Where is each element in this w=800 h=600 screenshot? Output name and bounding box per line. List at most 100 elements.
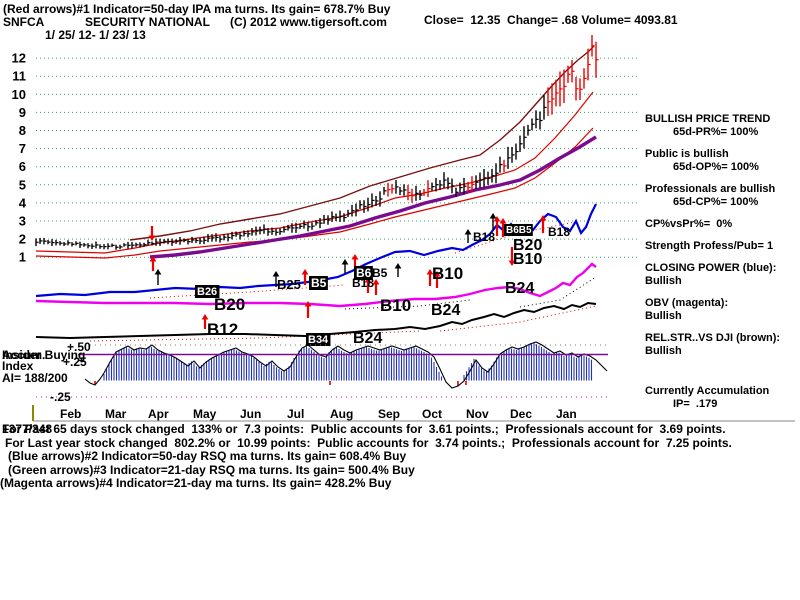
month-label: Mar [105, 407, 127, 421]
price-tick-label: 11 [12, 69, 26, 84]
red-up-arrow-head [539, 215, 547, 221]
analysis-line: CP%vsPr%= 0% [645, 218, 733, 230]
month-label: Feb [60, 407, 81, 421]
red-up-arrow-head [426, 269, 434, 275]
analysis-line: Currently Accumulation [645, 385, 770, 397]
month-label: Sep [378, 407, 400, 421]
month-label: Apr [148, 407, 169, 421]
price-tick-label: 5 [19, 177, 26, 192]
analysis-section: Public is bullish 65d-OP%= 100% [645, 148, 799, 174]
black-up-arrow-head [154, 269, 162, 275]
red-up-arrow-head [201, 314, 209, 320]
analysis-line: 65d-CP%= 100% [673, 196, 759, 208]
magenta-arrows-indicator-line: (Magenta arrows)#4 Indicator=21-day ma t… [0, 476, 392, 491]
month-label: Jan [556, 407, 577, 421]
red-up-arrow-head [301, 269, 309, 275]
analysis-line: 65d-PR%= 100% [673, 126, 759, 138]
buy-label: B10 [513, 251, 542, 268]
analysis-section: Strength Profess/Pub= 1 [645, 240, 799, 253]
month-label: Aug [330, 407, 353, 421]
red-up-arrow-head [351, 254, 359, 260]
summary-line-year: For Last year stock changed 802.2% or 10… [5, 435, 732, 450]
buy-label-inverse-box [195, 285, 220, 298]
copyright: (C) 2012 www.tigersoft.com [230, 15, 387, 29]
buy-label-inverse-box [306, 333, 331, 346]
analysis-line: Bullish [645, 275, 682, 287]
analysis-section: CLOSING POWER (blue): Bullish [645, 262, 799, 288]
buy-label: B6B5 [506, 225, 532, 236]
buy-label: B12 [207, 320, 238, 339]
month-label: May [193, 407, 217, 421]
overlapped-value: 1377/348 [2, 422, 53, 436]
analysis-line: Strength Profess/Pub= 1 [645, 240, 774, 252]
accum-scale-plus25: +.25 [63, 355, 87, 369]
analysis-line: 65d-OP%= 100% [673, 161, 759, 173]
buy-label: B18 [473, 230, 495, 244]
red-up-arrow-head [433, 271, 441, 277]
analysis-line: CLOSING POWER (blue): [645, 262, 777, 274]
buy-label: B34 [308, 334, 329, 346]
buy-label: B18 [548, 225, 570, 239]
ai-value: AI= 188/200 [2, 371, 68, 385]
analysis-section: Professionals are bullish 65d-CP%= 100% [645, 183, 799, 209]
relative-strength-line [35, 301, 597, 340]
company-name: SECURITY NATIONAL [85, 15, 210, 29]
buy-label: B26 [197, 286, 217, 298]
relstr-dotted-trendline [89, 330, 421, 342]
price-tick-label: 12 [12, 51, 26, 66]
buy-label: B24 [431, 302, 460, 319]
month-label: Nov [466, 407, 489, 421]
price-tick-label: 10 [12, 87, 26, 102]
analysis-line: OBV (magenta): [645, 297, 729, 309]
red-up-arrow-head [499, 218, 507, 224]
red-down-arrow-head [508, 260, 516, 266]
price-tick-label: 6 [19, 159, 26, 174]
purple-ma-line [149, 135, 597, 259]
price-tick-label: 4 [19, 195, 27, 210]
month-label: Dec [510, 407, 532, 421]
red-arrows-indicator-line: (Red arrows)#1 Indicator=50-day IPA ma t… [3, 2, 391, 16]
summary-line-65d: 1377/348 For Past 65 days stock changed 1… [2, 422, 726, 436]
buy-label: B10 [432, 264, 463, 283]
analysis-line: IP= .179 [673, 398, 718, 410]
month-label: Jul [287, 407, 304, 421]
red-up-arrow-head [149, 256, 157, 262]
analysis-line: BULLISH PRICE TREND [645, 113, 771, 125]
accum-scale-minus25: -.25 [50, 390, 71, 404]
date-range: 1/ 25/ 12- 1/ 23/ 13 [45, 28, 146, 42]
insider-buying-label: Insider Buying [2, 348, 86, 362]
black-up-arrow-head [272, 271, 280, 277]
bottom-indicator-summary: 1377/348 For Past 65 days stock changed 1… [0, 422, 800, 491]
green-arrows-indicator-line: (Green arrows)#3 Indicator=21-day RSQ ma… [8, 462, 415, 477]
analysis-section: CP%vsPr%= 0% [645, 218, 799, 231]
red-down-arrow-head [148, 235, 156, 241]
analysis-line: Public is bullish [645, 148, 729, 160]
black-up-arrow-head [489, 213, 497, 219]
buy-label: B24 [353, 330, 382, 347]
price-tick-label: 7 [19, 141, 26, 156]
price-tick-label: 8 [19, 123, 26, 138]
black-up-arrow-head [464, 229, 472, 235]
buy-label-inverse-box [309, 276, 328, 290]
buy-label: B24 [505, 280, 534, 297]
buy-label: B25 [277, 277, 301, 292]
analysis-section: Currently Accumulation IP= .179 [645, 385, 799, 411]
month-label: Oct [422, 407, 442, 421]
red-slow-ma-line [35, 127, 594, 259]
month-label: Jun [240, 407, 261, 421]
buy-label: B10 [380, 296, 411, 315]
close-change-volume: Close= 12.35 Change= .68 Volume= 4093.81 [424, 13, 678, 27]
analysis-line: Bullish [645, 310, 682, 322]
obv-dotted-trendline [344, 299, 471, 310]
analysis-line: REL.STR..VS DJI (brown): [645, 332, 781, 344]
cp-dotted-trendline [454, 221, 576, 254]
red-up-arrow-head [372, 279, 380, 285]
index-label: Index [2, 359, 34, 373]
red-up-arrow-head [304, 301, 312, 307]
red-up-arrow-head [493, 216, 501, 222]
price-tick-label: 1 [19, 250, 26, 265]
buy-label: B5 [311, 276, 327, 290]
ticker-symbol: SNFCA [3, 15, 45, 29]
